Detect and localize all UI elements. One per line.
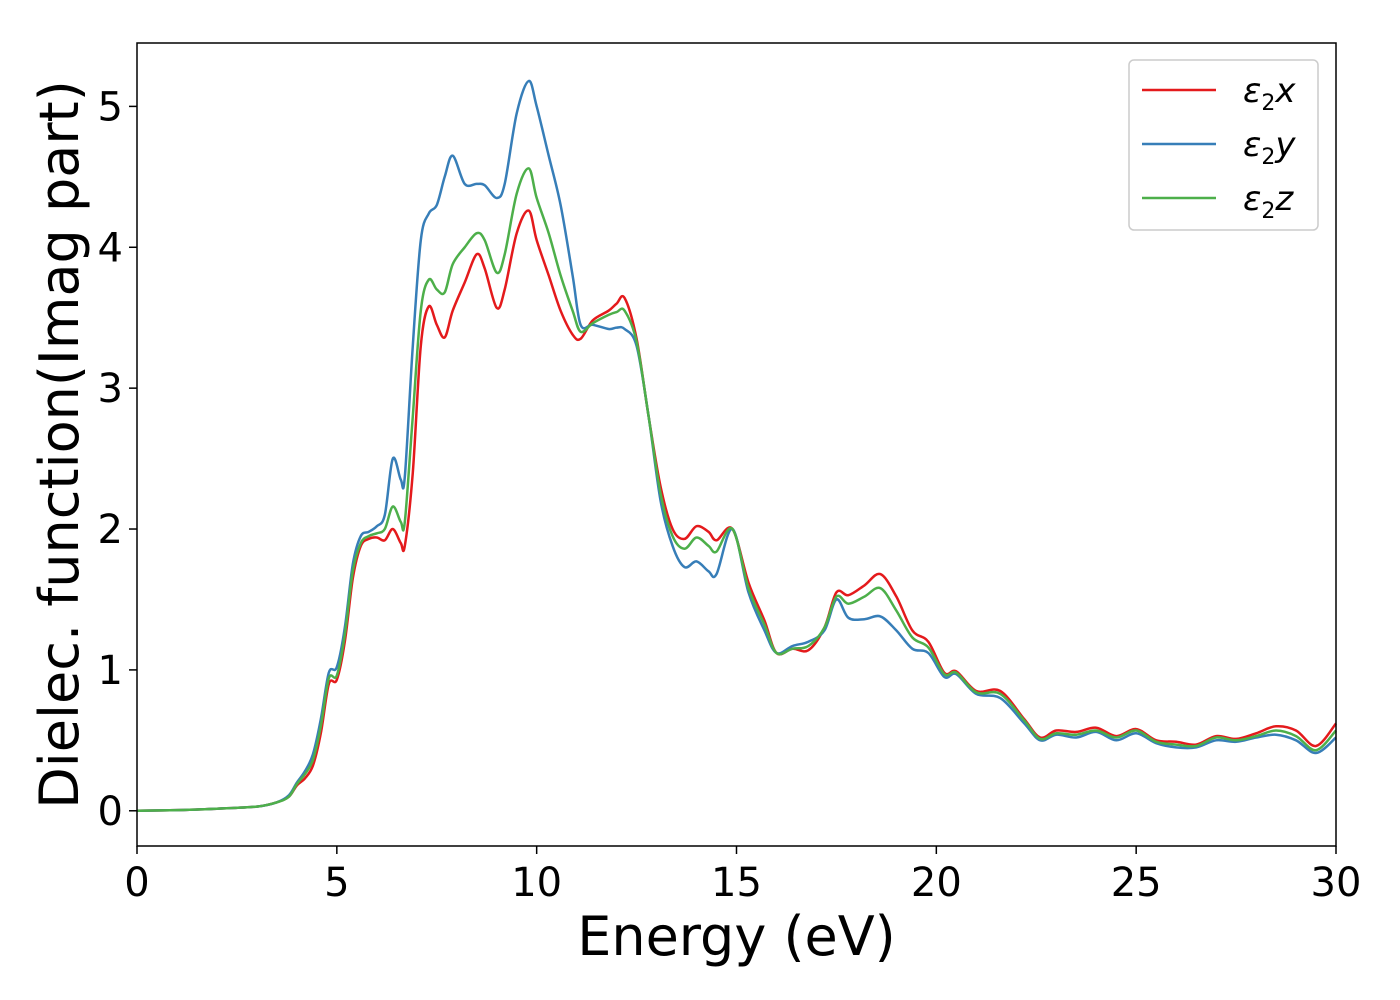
y-axis-title: Dielec. function(Imag part)	[28, 80, 91, 809]
legend-variable: x	[1274, 71, 1296, 111]
x-tick-label: 15	[711, 860, 762, 906]
legend-subscript: 2	[1261, 199, 1275, 224]
legend-subscript: 2	[1261, 145, 1275, 170]
y-tick-label: 5	[98, 84, 123, 130]
x-tick-label: 25	[1111, 860, 1162, 906]
x-tick-label: 5	[324, 860, 349, 906]
plot-lines	[136, 79, 1337, 813]
y-tick-label: 3	[98, 366, 123, 412]
legend-symbol: ε	[1243, 125, 1261, 165]
legend-box	[1128, 59, 1319, 231]
y-tick-label: 2	[98, 507, 123, 553]
legend-variable: z	[1274, 179, 1294, 219]
y-tick-label: 4	[98, 225, 123, 271]
x-tick-label: 30	[1311, 860, 1362, 906]
legend-label-z: ε2z	[1243, 179, 1294, 224]
y-tick-label: 0	[98, 789, 123, 835]
series-line-z	[136, 167, 1337, 813]
x-tick-label: 20	[911, 860, 962, 906]
legend-label-y: ε2y	[1243, 125, 1296, 170]
legend-subscript: 2	[1261, 91, 1275, 116]
x-tick-label: 10	[511, 860, 562, 906]
x-tick-label: 0	[124, 860, 149, 906]
series-line-x	[136, 209, 1337, 813]
y-axis-ticks: 0 1 2 3 4 5	[98, 84, 137, 835]
legend-symbol: ε	[1243, 71, 1261, 111]
legend-variable: y	[1274, 125, 1296, 165]
legend-symbol: ε	[1243, 179, 1261, 219]
legend-label-x: ε2x	[1243, 71, 1296, 116]
x-axis-ticks: 0 5 10 15 20 25 30	[124, 846, 1361, 906]
x-axis-title: Energy (eV)	[577, 905, 896, 968]
y-tick-label: 1	[98, 648, 123, 694]
